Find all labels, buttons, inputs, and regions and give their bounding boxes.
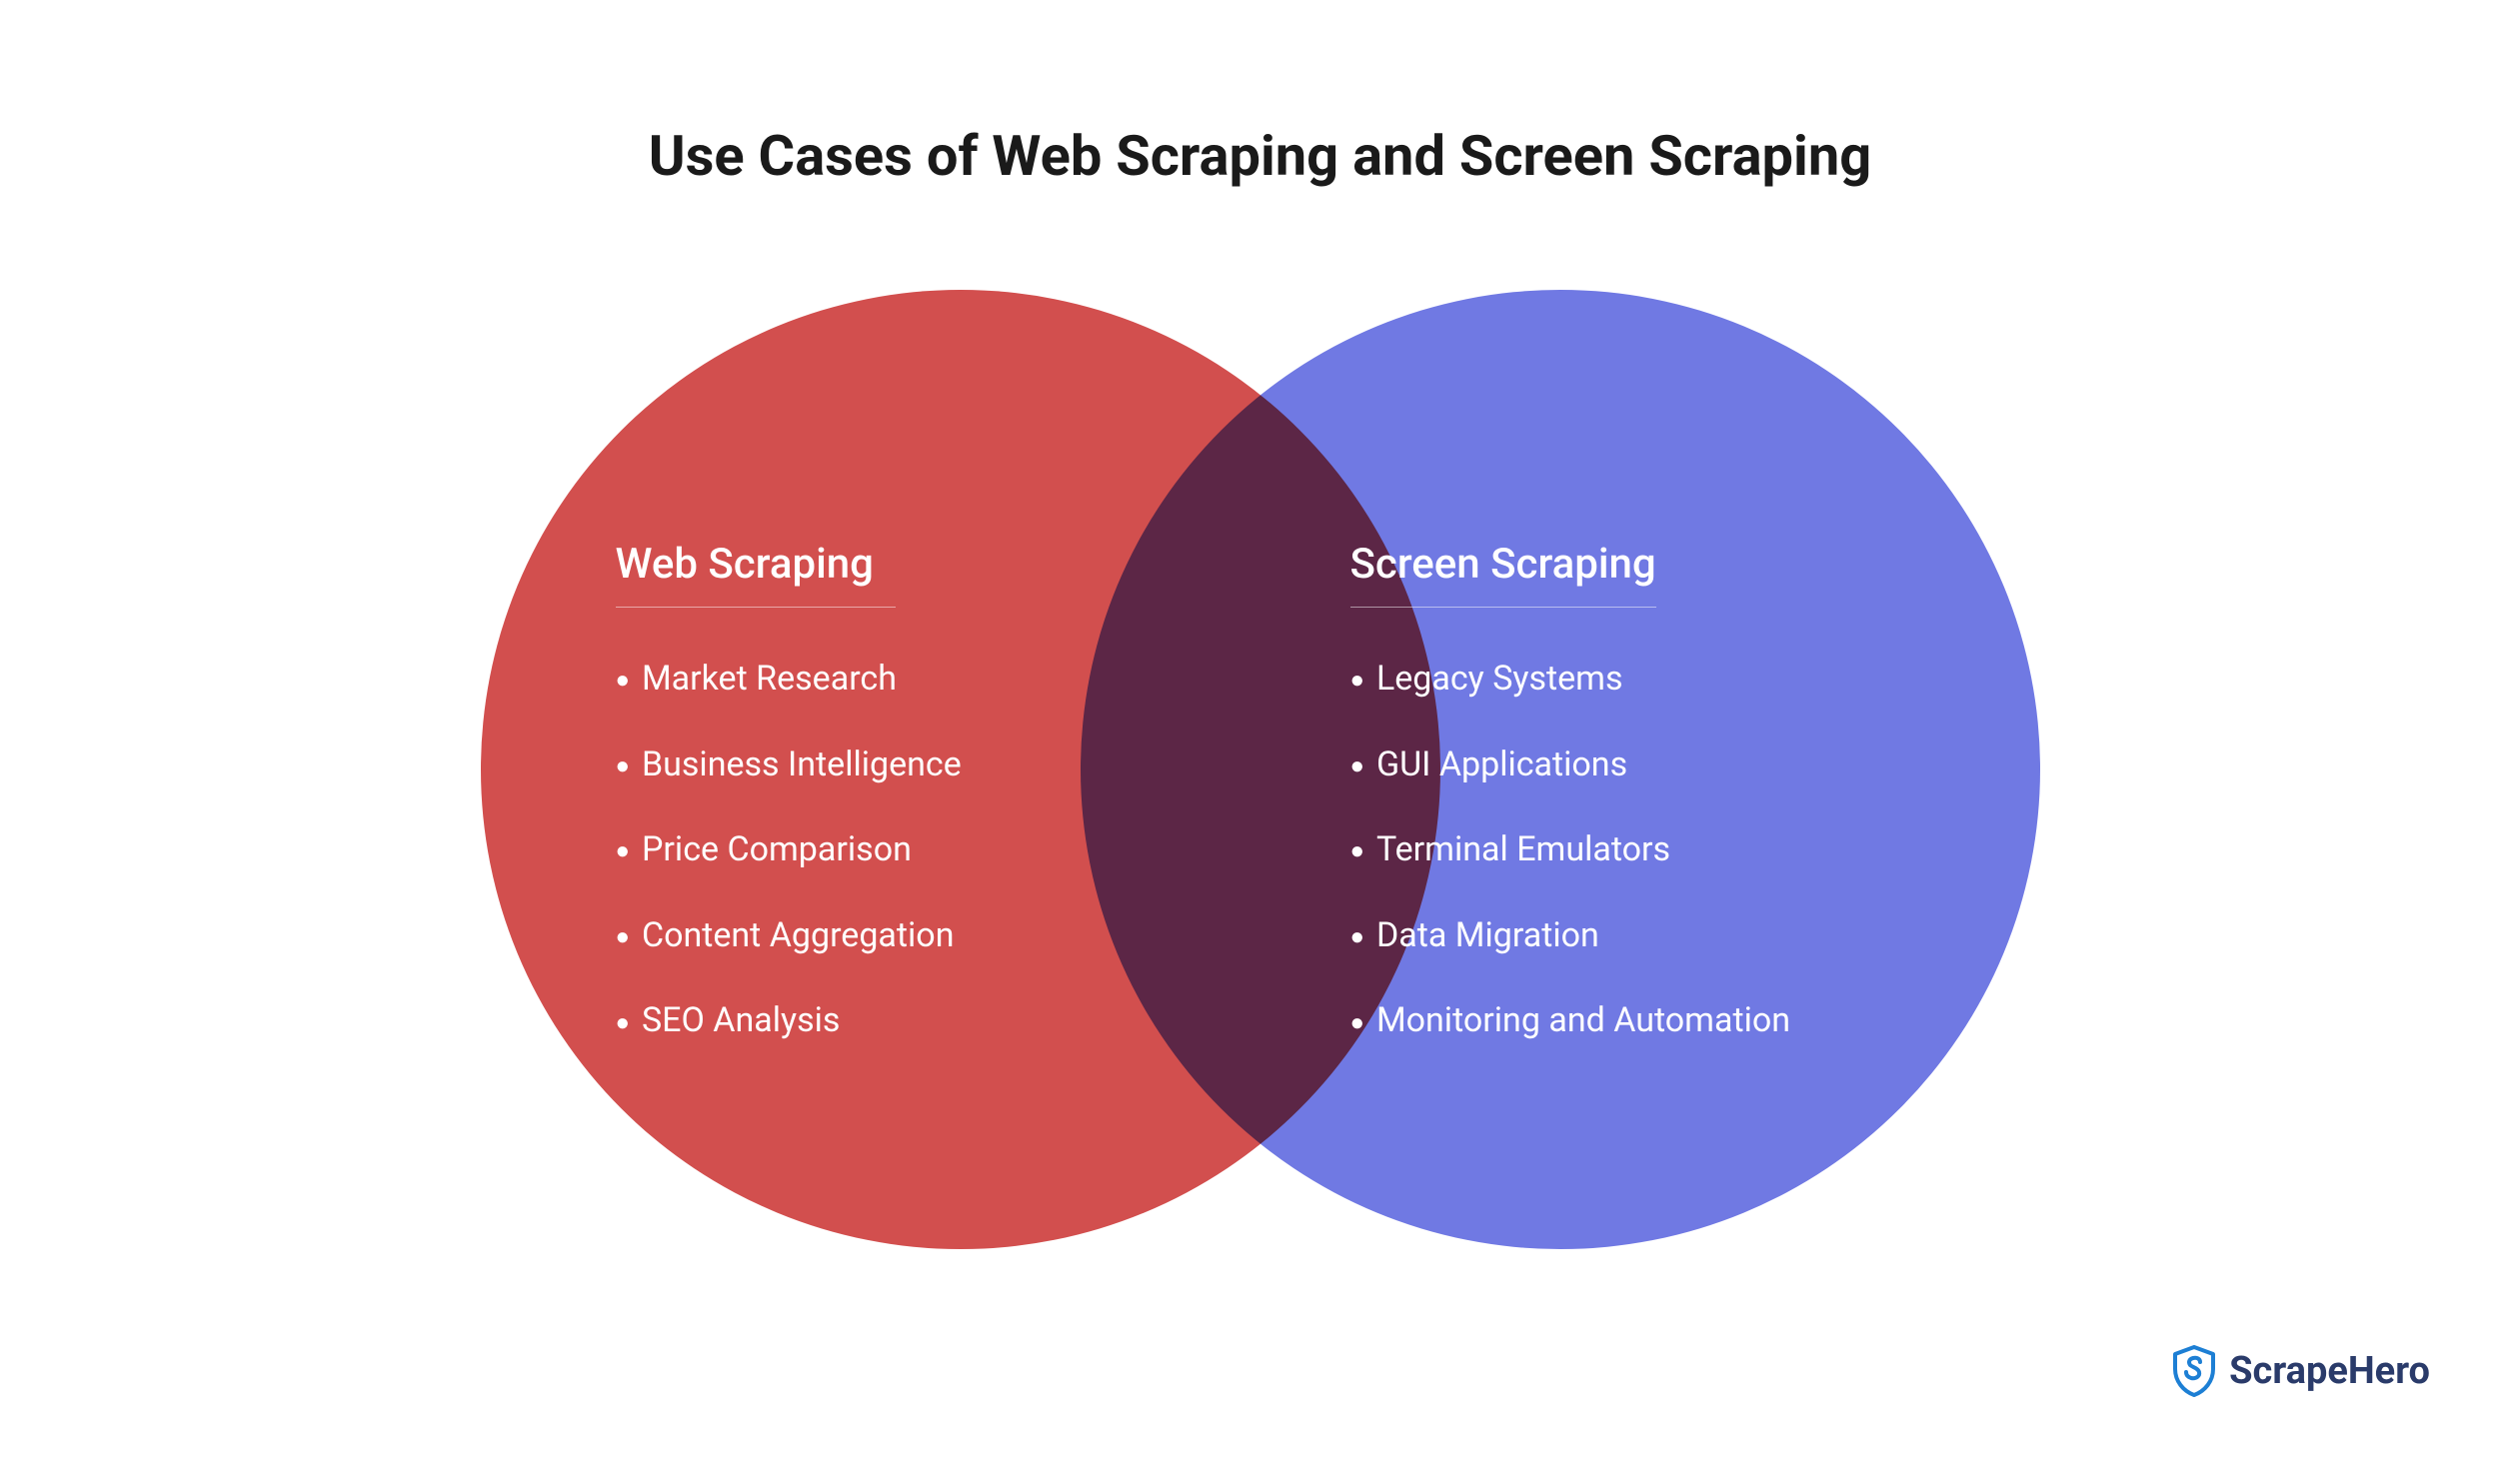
list-item: Content Aggregation — [616, 912, 1076, 960]
left-circle-content: Web Scraping Market Research Business In… — [616, 540, 1076, 1083]
list-item: GUI Applications — [1350, 741, 1910, 789]
left-circle-list: Market Research Business Intelligence Pr… — [616, 656, 1076, 1045]
list-item: Terminal Emulators — [1350, 826, 1910, 874]
brand-logo-text: ScrapeHero — [2229, 1349, 2430, 1393]
right-circle-list: Legacy Systems GUI Applications Terminal… — [1350, 656, 1910, 1045]
list-item: Legacy Systems — [1350, 656, 1910, 704]
list-item: Market Research — [616, 656, 1076, 704]
shield-icon — [2171, 1345, 2217, 1397]
list-item: SEO Analysis — [616, 997, 1076, 1045]
list-item: Data Migration — [1350, 912, 1910, 960]
right-circle-content: Screen Scraping Legacy Systems GUI Appli… — [1350, 540, 1910, 1083]
right-circle-heading: Screen Scraping — [1350, 540, 1656, 608]
list-item: Price Comparison — [616, 826, 1076, 874]
list-item: Business Intelligence — [616, 741, 1076, 789]
venn-diagram: Web Scraping Market Research Business In… — [481, 290, 2040, 1249]
infographic-container: Use Cases of Web Scraping and Screen Scr… — [0, 0, 2520, 1457]
left-circle-heading: Web Scraping — [616, 540, 896, 608]
list-item: Monitoring and Automation — [1350, 997, 1910, 1045]
page-title: Use Cases of Web Scraping and Screen Scr… — [0, 123, 2520, 189]
brand-logo: ScrapeHero — [2171, 1345, 2430, 1397]
